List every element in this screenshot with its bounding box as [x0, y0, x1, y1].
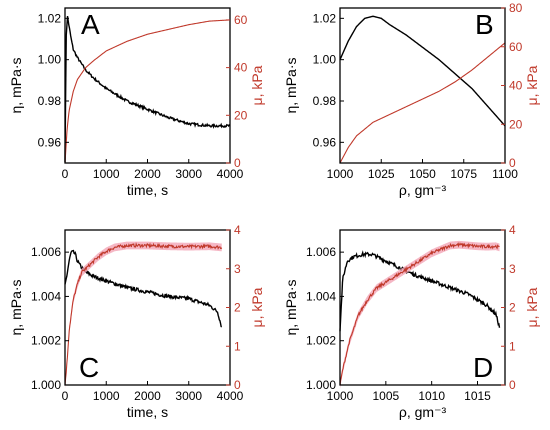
panel-c-x-tick-label: 1000	[93, 389, 120, 403]
panel-c-x-tick-label: 4000	[217, 389, 244, 403]
panel-c-y-tick-label-right: 3	[234, 262, 241, 276]
panel-b: 1000 1025 1050 1075 1100 0.96 0.98 1.00 1.02 0 20 4…	[283, 1, 540, 198]
panel-d-y-label-left: η, mPa·s	[283, 279, 299, 335]
panel-d-y-tick-label-right: 4	[509, 223, 516, 237]
panel-b-letter: B	[475, 9, 494, 40]
panel-b-eta-series-line	[339, 15, 506, 127]
panel-d: 1000 1005 1010 1015 1.000 1.002 1.004 1.006 0 1 2 3…	[283, 223, 540, 420]
panel-d-x-tick-label: 1000	[327, 389, 354, 403]
panel-a-y-tick-label-left: 1.02	[38, 11, 62, 25]
panel-b-y-tick-label-left: 0.96	[313, 135, 337, 149]
panel-c-y-tick-label-left: 1.004	[31, 289, 61, 303]
panel-a-y-tick-label-right: 20	[234, 108, 248, 122]
panel-d-y-label-right: μ, kPa	[524, 287, 540, 327]
panel-d-y-tick-label-right: 3	[509, 262, 516, 276]
panel-b-y-tick-label-left: 1.00	[313, 53, 337, 67]
panel-d-x-tick-label: 1015	[464, 389, 491, 403]
panel-b-x-label: ρ, gm⁻³	[399, 182, 447, 198]
panel-c-y-tick-label-right: 4	[234, 223, 241, 237]
panel-b-y-label-right: μ, kPa	[524, 65, 540, 105]
panel-a-x-tick-label: 0	[62, 167, 69, 181]
panel-a-y-tick-label-left: 1.00	[38, 53, 62, 67]
panel-c-x-label: time, s	[127, 404, 168, 420]
panel-a-x-tick-label: 4000	[217, 167, 244, 181]
panel-b-y-tick-label-right: 20	[509, 117, 523, 131]
panel-b-y-tick-label-left: 0.98	[313, 94, 337, 108]
panel-a: 0 1000 2000 3000 4000 0.96 0.98 1.00 1.02 0 20 40 60…	[8, 7, 265, 198]
panel-b-y-tick-label-right: 40	[509, 79, 523, 93]
panel-c-mu-series-line	[64, 242, 223, 386]
panel-c-y-tick-label-right: 2	[234, 301, 241, 315]
panel-a-y-tick-label-left: 0.98	[38, 94, 62, 108]
panel-d-x-tick-label: 1010	[418, 389, 445, 403]
panel-d-x-tick-label: 1005	[372, 389, 399, 403]
panel-a-y-tick-label-left: 0.96	[38, 135, 62, 149]
panel-b-y-tick-label-right: 0	[509, 156, 516, 170]
panel-a-mu-series-line	[64, 19, 231, 164]
panel-b-mu-series-line	[339, 42, 506, 164]
panel-b-y-tick-label-right: 80	[509, 1, 523, 15]
panel-c-y-label-right: μ, kPa	[249, 287, 265, 327]
panel-d-y-tick-label-right: 0	[509, 378, 516, 392]
panel-a-y-tick-label-right: 0	[234, 156, 241, 170]
panel-b-x-tick-label: 1000	[327, 167, 354, 181]
panel-a-y-tick-label-right: 40	[234, 61, 248, 75]
panel-a-x-tick-label: 2000	[134, 167, 161, 181]
panel-d-x-label: ρ, gm⁻³	[399, 404, 447, 420]
panel-c-y-tick-label-left: 1.002	[31, 334, 61, 348]
panel-a-letter: A	[81, 9, 100, 40]
panel-c-y-tick-label-left: 1.000	[31, 378, 61, 392]
panel-d-y-tick-label-left: 1.002	[306, 334, 336, 348]
panel-b-x-tick-label: 1050	[409, 167, 436, 181]
panel-c-y-tick-label-left: 1.006	[31, 245, 61, 259]
panel-b-x-tick-label: 1100	[492, 167, 518, 181]
panel-d-y-tick-label-left: 1.000	[306, 378, 336, 392]
panel-d-eta-series-line	[339, 250, 501, 332]
panel-c-y-label-left: η, mPa·s	[8, 279, 24, 335]
panel-c-letter: C	[79, 352, 99, 383]
panel-d-y-tick-label-left: 1.004	[306, 289, 336, 303]
panel-a-y-label-left: η, mPa·s	[8, 57, 24, 113]
panel-a-y-tick-label-right: 60	[234, 13, 248, 27]
panel-d-y-tick-label-right: 2	[509, 301, 516, 315]
panel-a-y-label-right: μ, kPa	[249, 65, 265, 105]
panel-b-y-label-left: η, mPa·s	[283, 57, 299, 113]
panel-c-eta-series-line	[64, 249, 223, 328]
panel-b-x-tick-label: 1025	[368, 167, 395, 181]
panel-c-y-tick-label-right: 1	[234, 339, 241, 353]
panel-c: 0 1000 2000 3000 4000 1.000 1.002 1.004 1.006 0 1 2…	[8, 223, 265, 420]
panel-c-x-tick-label: 0	[62, 389, 69, 403]
panel-c-x-tick-label: 2000	[134, 389, 161, 403]
panel-a-x-tick-label: 3000	[175, 167, 202, 181]
panel-d-letter: D	[473, 352, 493, 383]
panel-b-y-tick-label-left: 1.02	[313, 11, 337, 25]
panel-c-x-tick-label: 3000	[175, 389, 202, 403]
panel-c-y-tick-label-right: 0	[234, 378, 241, 392]
panel-a-x-tick-label: 1000	[93, 167, 120, 181]
panel-d-y-tick-label-left: 1.006	[306, 245, 336, 259]
panel-a-eta-series-line	[64, 16, 231, 163]
panel-b-y-tick-label-right: 60	[509, 40, 523, 54]
panel-b-x-tick-label: 1075	[450, 167, 477, 181]
panel-a-x-label: time, s	[127, 182, 168, 198]
panel-d-mu-series-line	[339, 241, 500, 386]
panel-d-y-tick-label-right: 1	[509, 339, 516, 353]
